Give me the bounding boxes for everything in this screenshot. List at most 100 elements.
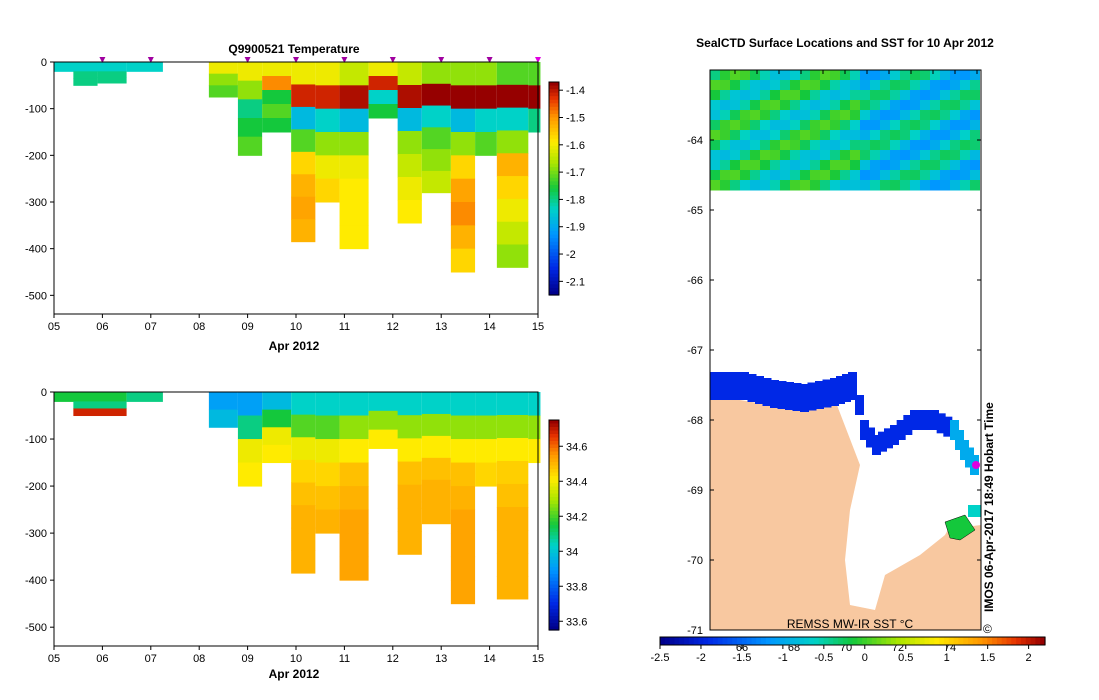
- profile-marker: [341, 57, 348, 63]
- sst-colorbar-segment: [722, 637, 728, 645]
- profile-cell: [97, 77, 127, 84]
- colorbar-segment: [549, 195, 559, 200]
- colorbar-segment: [549, 420, 559, 425]
- colorbar-segment: [549, 497, 559, 502]
- sst-pixel: [920, 150, 930, 161]
- sst-pixel: [810, 110, 820, 121]
- profile-cell: [528, 108, 541, 133]
- profile-cell: [496, 506, 529, 531]
- profile-cell: [450, 556, 476, 581]
- colorbar-segment: [549, 277, 559, 282]
- sst-pixel: [900, 130, 910, 141]
- sst-pixel: [785, 382, 794, 410]
- y-tick-label: -200: [25, 481, 47, 493]
- profile-cell: [528, 415, 541, 440]
- sst-pixel: [878, 431, 887, 452]
- sst-pixel: [800, 160, 810, 171]
- colorbar-frame: [548, 419, 560, 631]
- sst-pixel: [890, 140, 900, 151]
- profile-cell: [450, 509, 476, 534]
- sst-pixel: [710, 130, 720, 141]
- profile-cell: [262, 427, 292, 446]
- sst-pixel: [970, 130, 980, 141]
- profile-cell: [54, 392, 127, 398]
- colorbar-segment: [549, 124, 559, 129]
- colorbar-segment: [549, 145, 559, 151]
- colorbar-segment: [549, 273, 559, 278]
- profile-cell: [315, 132, 340, 156]
- profile-cell: [496, 107, 529, 131]
- sst-pixel: [730, 100, 740, 111]
- sst-pixel: [960, 150, 970, 161]
- profile-cell: [208, 73, 238, 86]
- sst-colorbar-frame: [659, 636, 1046, 646]
- sst-pixel: [940, 140, 950, 151]
- sst-pixel: [840, 70, 850, 81]
- sst-pixel: [850, 130, 860, 141]
- profile-cell: [339, 462, 369, 487]
- y-tick-label: -100: [25, 434, 47, 446]
- map-y-tick-label: -71: [687, 625, 703, 637]
- profile-cell: [315, 462, 340, 487]
- sst-pixel: [910, 80, 920, 91]
- sst-pixel: [950, 70, 960, 81]
- sst-pixel: [770, 380, 779, 408]
- sst-pixel: [820, 80, 830, 91]
- sst-pixel: [760, 120, 770, 131]
- sst-pixel: [762, 378, 772, 406]
- sst-pixel: [870, 70, 880, 81]
- colorbar-segment: [549, 546, 559, 551]
- sst-pixel: [910, 160, 920, 171]
- sst-colorbar-segment: [972, 637, 979, 645]
- profile-cell: [397, 62, 422, 86]
- sst-pixel: [830, 100, 840, 111]
- sst-colorbar-tick-label: 0.5: [898, 652, 913, 664]
- sst-pixel: [730, 180, 740, 191]
- sst-pixel: [940, 120, 950, 131]
- sst-pixel: [870, 90, 880, 101]
- sst-pixel: [822, 379, 832, 408]
- sst-pixel: [960, 170, 970, 181]
- profile-cell: [262, 104, 292, 119]
- sst-pixel: [810, 100, 820, 111]
- profile-cell: [397, 108, 422, 132]
- sst-pixel: [770, 130, 780, 141]
- profile-cell: [315, 155, 340, 180]
- colorbar-segment: [549, 291, 559, 296]
- colorbar-segment: [549, 511, 559, 516]
- profile-cell: [421, 105, 451, 128]
- sst-pixel: [870, 80, 880, 91]
- sst-pixel: [750, 170, 760, 181]
- sst-pixel: [730, 110, 740, 121]
- profile-cell: [291, 196, 316, 220]
- profile-cell: [421, 127, 451, 150]
- profile-cell: [291, 174, 316, 198]
- colorbar-segment: [549, 142, 559, 147]
- sst-pixel: [780, 120, 790, 131]
- sst-colorbar-segment: [833, 637, 839, 645]
- profile-marker: [147, 57, 154, 63]
- sst-pixel: [880, 80, 890, 91]
- sst-pixel: [800, 150, 810, 161]
- sst-pixel: [770, 160, 780, 171]
- sst-colorbar-segment: [727, 637, 733, 645]
- sst-pixel: [780, 170, 790, 181]
- sst-pixel: [770, 80, 780, 91]
- sst-pixel: [750, 120, 760, 131]
- sst-pixel: [730, 90, 740, 101]
- map-plot-area: [710, 70, 981, 630]
- colorbar-segment: [549, 128, 559, 133]
- sst-colorbar-segment: [804, 637, 810, 645]
- sst-colorbar-segment: [1011, 637, 1017, 645]
- sst-pixel: [880, 180, 890, 191]
- profile-cell: [450, 486, 476, 511]
- profile-cell: [315, 415, 340, 440]
- sst-pixel: [860, 160, 870, 171]
- sst-pixel: [960, 120, 970, 131]
- sst-pixel: [880, 90, 890, 101]
- sst-pixel: [850, 180, 860, 191]
- sst-pixel: [720, 150, 730, 161]
- sst-pixel: [850, 70, 860, 81]
- map-title: SealCTD Surface Locations and SST for 10…: [696, 36, 994, 50]
